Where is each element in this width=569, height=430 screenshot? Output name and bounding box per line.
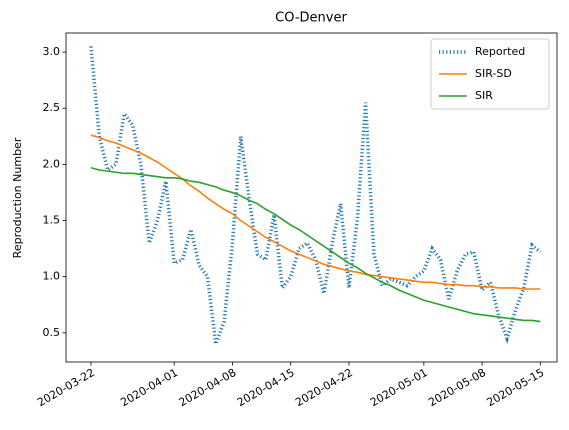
y-tick-label: 2.5 <box>43 101 61 114</box>
y-tick-label: 1.5 <box>43 214 61 227</box>
x-tick-label: 2020-05-15 <box>484 366 546 409</box>
x-tick-label: 2020-04-15 <box>235 366 297 409</box>
legend-label: SIR <box>475 89 493 102</box>
x-tick-label: 2020-04-22 <box>293 366 355 409</box>
y-tick-label: 0.5 <box>43 326 61 339</box>
x-tick-label: 2020-04-08 <box>177 366 239 409</box>
x-tick-label: 2020-05-01 <box>368 366 430 409</box>
chart-title: CO-Denver <box>275 11 347 26</box>
x-tick-label: 2020-05-08 <box>426 366 488 409</box>
y-tick-label: 1.0 <box>43 270 61 283</box>
legend: Reported SIR-SD SIR <box>430 38 550 110</box>
series-line <box>90 166 541 323</box>
legend-label: SIR-SD <box>475 67 512 80</box>
y-axis-label: Reproduction Number <box>11 137 24 258</box>
plot-frame <box>65 32 558 363</box>
legend-label: Reported <box>475 45 525 58</box>
series-line <box>90 134 541 290</box>
y-tick-label: 2.0 <box>43 157 61 170</box>
y-tick-label: 3.0 <box>43 45 61 58</box>
x-tick-label: 2020-04-01 <box>118 366 180 409</box>
x-tick-label: 2020-03-22 <box>35 366 97 409</box>
legend-box <box>430 38 550 110</box>
